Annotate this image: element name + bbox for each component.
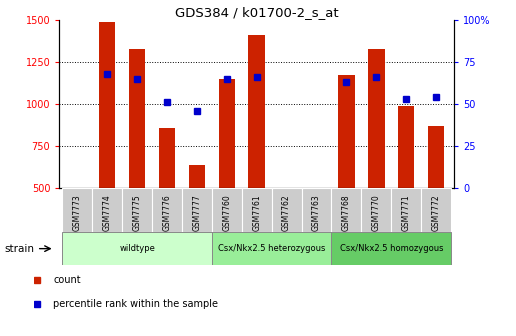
FancyBboxPatch shape [212, 188, 242, 232]
Bar [428, 126, 444, 188]
Bar [368, 49, 384, 188]
Title: GDS384 / k01700-2_s_at: GDS384 / k01700-2_s_at [175, 6, 338, 19]
Text: count: count [53, 275, 81, 285]
Text: GSM7762: GSM7762 [282, 195, 291, 232]
Bar [249, 35, 265, 188]
Text: strain: strain [5, 244, 35, 254]
Text: GSM7772: GSM7772 [432, 195, 441, 232]
Text: percentile rank within the sample: percentile rank within the sample [53, 299, 218, 309]
Text: GSM7760: GSM7760 [222, 195, 231, 232]
FancyBboxPatch shape [301, 188, 331, 232]
FancyBboxPatch shape [182, 188, 212, 232]
Text: GSM7768: GSM7768 [342, 195, 351, 232]
Bar [99, 22, 116, 188]
Text: GSM7770: GSM7770 [372, 195, 381, 232]
FancyBboxPatch shape [421, 188, 451, 232]
Bar [189, 165, 205, 188]
FancyBboxPatch shape [62, 188, 92, 232]
FancyBboxPatch shape [212, 232, 331, 265]
FancyBboxPatch shape [331, 232, 451, 265]
FancyBboxPatch shape [152, 188, 182, 232]
Bar [159, 128, 175, 188]
Text: Csx/Nkx2.5 homozygous: Csx/Nkx2.5 homozygous [340, 244, 443, 253]
FancyBboxPatch shape [122, 188, 152, 232]
Text: GSM7777: GSM7777 [192, 195, 201, 232]
Text: Csx/Nkx2.5 heterozygous: Csx/Nkx2.5 heterozygous [218, 244, 326, 253]
Text: GSM7776: GSM7776 [163, 195, 171, 232]
FancyBboxPatch shape [271, 188, 301, 232]
FancyBboxPatch shape [62, 232, 212, 265]
Bar [338, 75, 354, 188]
FancyBboxPatch shape [242, 188, 271, 232]
FancyBboxPatch shape [361, 188, 391, 232]
Text: GSM7773: GSM7773 [73, 195, 82, 232]
FancyBboxPatch shape [391, 188, 421, 232]
Text: GSM7763: GSM7763 [312, 195, 321, 232]
Bar [398, 106, 414, 188]
Text: wildtype: wildtype [119, 244, 155, 253]
Bar [219, 79, 235, 188]
Bar [129, 49, 146, 188]
Text: GSM7761: GSM7761 [252, 195, 261, 232]
Text: GSM7771: GSM7771 [402, 195, 411, 232]
FancyBboxPatch shape [331, 188, 361, 232]
Text: GSM7774: GSM7774 [103, 195, 111, 232]
FancyBboxPatch shape [92, 188, 122, 232]
Text: GSM7775: GSM7775 [133, 195, 141, 232]
